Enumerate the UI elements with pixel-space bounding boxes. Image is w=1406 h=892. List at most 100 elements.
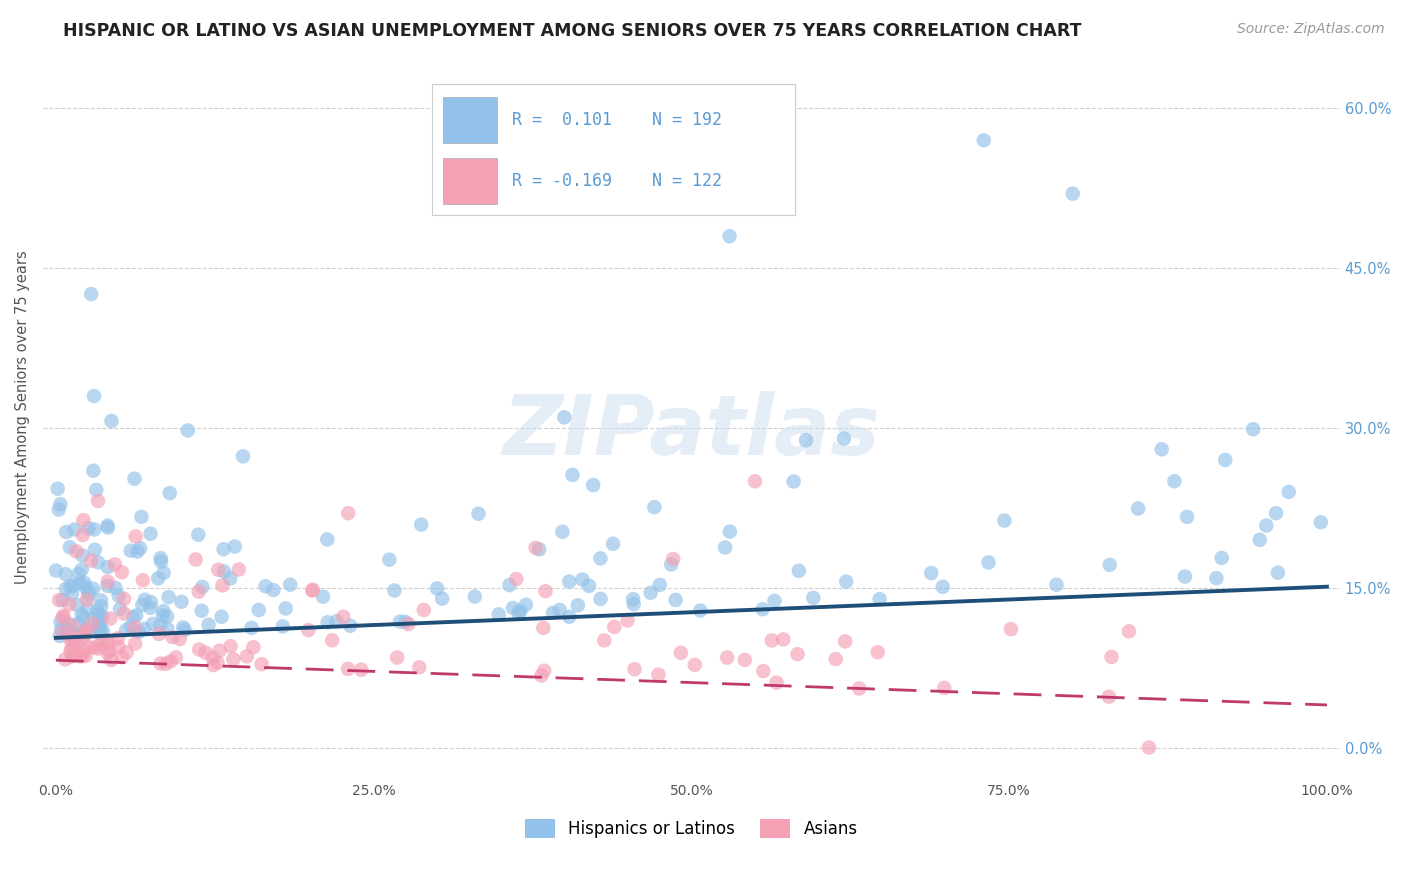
Point	[312, 590, 335, 604]
Point	[52, 593, 75, 607]
Point	[159, 654, 181, 668]
Point	[83, 523, 105, 537]
Point	[69, 576, 91, 591]
Point	[1098, 558, 1121, 572]
Point	[51, 625, 73, 640]
Point	[75, 648, 97, 663]
Point	[301, 582, 323, 597]
Point	[561, 467, 583, 482]
Point	[62, 648, 84, 663]
Point	[49, 497, 72, 511]
Point	[211, 578, 233, 592]
Point	[139, 526, 162, 541]
Point	[70, 549, 93, 563]
Point	[531, 621, 554, 635]
Point	[156, 609, 179, 624]
Point	[80, 287, 103, 301]
Point	[558, 609, 581, 624]
Point	[920, 566, 942, 580]
Point	[157, 590, 180, 604]
Point	[772, 632, 794, 647]
Point	[79, 585, 101, 599]
Point	[488, 607, 510, 622]
Point	[593, 633, 616, 648]
Point	[59, 631, 82, 645]
Point	[59, 644, 82, 658]
Point	[104, 581, 127, 595]
Point	[122, 610, 145, 624]
Point	[1265, 506, 1288, 520]
Point	[498, 578, 520, 592]
Point	[90, 593, 112, 607]
Point	[82, 616, 104, 631]
Point	[534, 584, 557, 599]
Point	[75, 623, 97, 637]
Point	[582, 478, 605, 492]
Point	[782, 475, 804, 489]
Point	[115, 623, 138, 637]
Point	[112, 591, 135, 606]
Point	[169, 632, 191, 646]
Point	[835, 574, 858, 589]
Point	[111, 650, 134, 665]
Point	[127, 544, 149, 558]
Point	[70, 607, 93, 622]
Point	[378, 552, 401, 566]
Point	[58, 598, 80, 612]
Point	[90, 599, 112, 614]
Point	[94, 636, 117, 650]
Point	[124, 637, 146, 651]
Point	[152, 604, 174, 618]
Point	[67, 616, 90, 631]
Point	[89, 626, 111, 640]
Point	[124, 529, 146, 543]
Point	[541, 606, 564, 620]
Point	[87, 622, 110, 636]
Point	[115, 645, 138, 659]
Point	[932, 580, 955, 594]
Point	[89, 615, 111, 630]
Point	[107, 589, 129, 603]
Y-axis label: Unemployment Among Seniors over 75 years: Unemployment Among Seniors over 75 years	[15, 251, 30, 584]
Point	[718, 229, 741, 244]
Point	[60, 649, 83, 664]
Point	[934, 681, 956, 695]
Point	[184, 552, 207, 566]
Point	[70, 563, 93, 577]
Point	[337, 506, 360, 520]
Point	[165, 650, 187, 665]
Point	[1267, 566, 1289, 580]
Point	[571, 573, 593, 587]
Point	[97, 560, 120, 574]
Point	[177, 424, 200, 438]
Point	[589, 591, 612, 606]
Point	[75, 622, 97, 636]
Point	[148, 571, 170, 585]
Point	[100, 414, 122, 428]
Point	[56, 623, 79, 637]
Point	[72, 528, 94, 542]
Point	[325, 615, 347, 629]
Point	[683, 657, 706, 672]
Point	[59, 632, 82, 647]
Point	[66, 598, 89, 612]
Point	[211, 610, 233, 624]
Point	[337, 662, 360, 676]
Point	[190, 604, 212, 618]
Text: Source: ZipAtlas.com: Source: ZipAtlas.com	[1237, 22, 1385, 37]
Point	[89, 607, 111, 622]
Point	[97, 520, 120, 534]
Point	[1150, 442, 1173, 457]
Point	[45, 564, 67, 578]
Point	[662, 552, 685, 566]
Point	[134, 592, 156, 607]
Point	[1126, 501, 1149, 516]
Point	[63, 628, 86, 642]
Point	[207, 563, 229, 577]
Point	[129, 541, 152, 556]
Point	[125, 608, 148, 623]
Point	[97, 636, 120, 650]
Point	[1205, 571, 1227, 585]
Point	[274, 601, 297, 615]
Point	[155, 657, 177, 671]
